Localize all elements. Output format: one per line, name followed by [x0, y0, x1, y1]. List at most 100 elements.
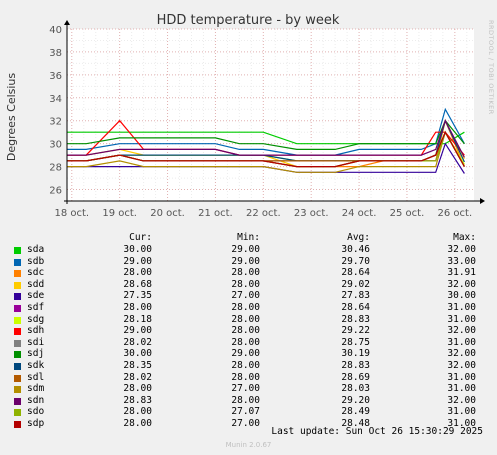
legend-min: 27.07 [231, 406, 260, 418]
legend-name: sdi [27, 336, 45, 348]
legend-min: 29.00 [231, 255, 260, 267]
legend-row: sdd 28.68 28.00 29.02 32.00 [0, 279, 497, 291]
legend-name: sdp [27, 418, 45, 429]
x-tick-label: 22 oct. [246, 208, 281, 219]
legend-row: sdk 28.35 28.00 28.83 32.00 [0, 360, 497, 372]
legend-avg: 29.02 [341, 278, 370, 290]
legend-swatch [14, 258, 21, 266]
legend-row: sdo 28.00 27.07 28.49 31.00 [0, 406, 497, 418]
legend-swatch [14, 270, 21, 278]
legend-max: 32.00 [447, 348, 476, 360]
legend-row: sdb 29.00 29.00 29.70 33.00 [0, 256, 497, 268]
legend-header-avg: Avg: [347, 232, 370, 243]
legend-swatch [14, 351, 21, 359]
legend-name: sdn [27, 394, 45, 406]
legend-max: 31.91 [447, 267, 476, 279]
x-tick-label: 19 oct. [102, 208, 137, 219]
x-axis-arrow [480, 198, 485, 204]
y-tick-label: 34 [49, 94, 62, 105]
legend-max: 32.00 [447, 278, 476, 290]
legend-min: 28.00 [231, 325, 260, 337]
legend-name: sdd [27, 278, 45, 290]
y-tick-label: 32 [49, 117, 62, 128]
legend-cur: 28.00 [123, 383, 152, 395]
legend-name: sdg [27, 313, 45, 325]
legend-row: sdi 28.02 28.00 28.75 31.00 [0, 337, 497, 349]
legend-cur: 29.00 [123, 325, 152, 337]
series-line-sdm [67, 130, 465, 173]
legend-row: sdc 28.00 28.00 28.64 31.91 [0, 267, 497, 279]
legend-max: 32.00 [447, 360, 476, 371]
legend-max: 31.00 [447, 406, 476, 418]
legend-swatch [14, 374, 21, 382]
series-line-sdp [67, 130, 465, 168]
legend-name: sdm [27, 383, 45, 395]
legend-avg: 27.83 [341, 290, 370, 302]
legend-header-max: Max: [453, 232, 476, 243]
y-ticks: 26 28 30 32 34 36 38 40 [49, 25, 62, 197]
chart-title: HDD temperature - by week [157, 13, 340, 28]
x-tick-label: 24 oct. [342, 208, 377, 219]
legend-max: 31.00 [447, 383, 476, 395]
munin-version: Munin 2.0.67 [225, 441, 272, 449]
legend-min: 29.00 [231, 244, 260, 255]
legend-avg: 28.64 [341, 267, 370, 279]
legend-min: 28.00 [231, 371, 260, 383]
legend-min: 28.00 [231, 302, 260, 313]
legend-row: sdp 28.00 27.00 28.48 31.00 [0, 418, 497, 430]
legend-swatch [14, 281, 21, 289]
legend-min: 27.00 [231, 383, 260, 395]
legend-min: 28.00 [231, 336, 260, 348]
legend-cur: 27.35 [123, 290, 152, 302]
legend-avg: 28.83 [341, 360, 370, 371]
last-update: Last update: Sun Oct 26 15:30:29 2025 [271, 426, 483, 437]
legend-avg: 29.22 [341, 325, 370, 337]
series-line-sdn [67, 119, 465, 158]
legend-name: sdl [27, 371, 45, 383]
legend-cur: 29.00 [123, 255, 152, 267]
legend-swatch [14, 339, 21, 347]
y-tick-label: 40 [49, 25, 62, 36]
legend-swatch [14, 293, 21, 301]
legend-cur: 28.02 [123, 336, 152, 348]
legend-header-cur: Cur: [129, 232, 152, 243]
legend-max: 30.00 [447, 290, 476, 302]
legend-row: sdf 28.00 28.00 28.64 31.00 [0, 302, 497, 314]
legend-cur: 28.18 [123, 313, 152, 325]
legend-min: 28.00 [231, 278, 260, 290]
legend-min: 27.00 [231, 418, 260, 429]
legend-swatch [14, 328, 21, 336]
legend-name: sdh [27, 325, 45, 337]
legend-swatch [14, 363, 21, 370]
legend-cur: 28.83 [123, 394, 152, 406]
y-tick-label: 26 [49, 186, 62, 197]
legend-row: sdj 30.00 29.00 30.19 32.00 [0, 348, 497, 360]
legend-min: 28.00 [231, 360, 260, 371]
legend-avg: 30.19 [341, 348, 370, 360]
plot-area [67, 29, 474, 201]
legend-max: 33.00 [447, 255, 476, 267]
legend-cur: 30.00 [123, 244, 152, 255]
legend-name: sda [27, 244, 45, 255]
legend-swatch [14, 421, 21, 428]
legend-avg: 28.49 [341, 406, 370, 418]
legend-name: sde [27, 290, 45, 302]
legend-header-min: Min: [237, 232, 260, 243]
legend-cur: 28.00 [123, 406, 152, 418]
legend-max: 32.00 [447, 244, 476, 255]
legend-avg: 28.64 [341, 302, 370, 313]
legend-avg: 28.03 [341, 383, 370, 395]
legend-swatch [14, 386, 21, 394]
legend-max: 32.00 [447, 394, 476, 406]
legend-name: sdo [27, 406, 45, 418]
legend-min: 27.00 [231, 290, 260, 302]
legend-row: sda 30.00 29.00 30.46 32.00 [0, 244, 497, 256]
legend-cur: 28.00 [123, 267, 152, 279]
legend-swatch [14, 397, 21, 405]
legend-min: 28.00 [231, 313, 260, 325]
legend-max: 31.00 [447, 313, 476, 325]
legend-avg: 28.83 [341, 313, 370, 325]
x-tick-label: 25 oct. [390, 208, 425, 219]
legend-avg: 29.20 [341, 394, 370, 406]
legend-name: sdf [27, 302, 45, 313]
